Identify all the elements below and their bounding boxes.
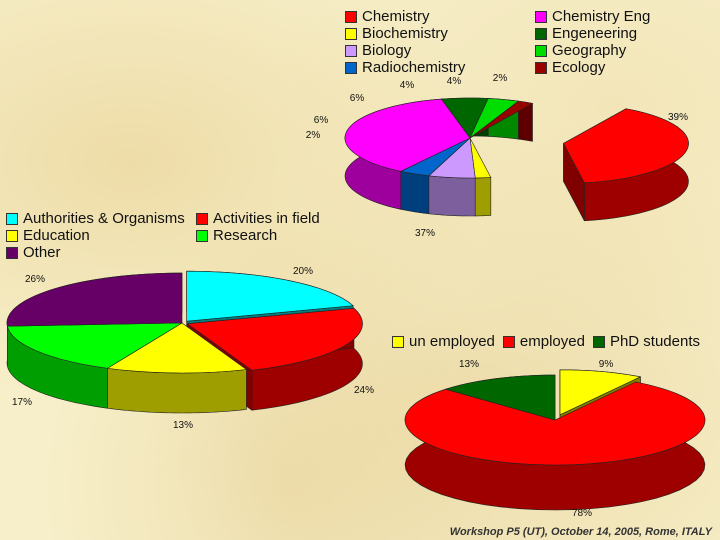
data-label: 6% — [350, 93, 365, 104]
legend-label: un employed — [409, 333, 495, 350]
legend-label: PhD students — [609, 333, 701, 350]
legend-label: Biology — [362, 42, 412, 59]
legend-label: Ecology — [552, 59, 606, 76]
legend-swatch — [6, 212, 18, 225]
pie-slice — [186, 270, 354, 322]
data-label: 20% — [293, 266, 313, 277]
pie-slice-side — [400, 170, 430, 215]
legend-item: Geography — [535, 42, 715, 59]
legend-swatch — [196, 229, 208, 242]
pie-chart-2: 20% 24% 13% 17% 26% — [6, 266, 374, 431]
pie-slice — [106, 322, 248, 374]
legend-swatch — [535, 61, 547, 74]
legend-swatch — [502, 335, 515, 348]
legend-label: Biochemistry — [362, 25, 448, 42]
legend-label: Engeneering — [552, 25, 638, 42]
legend-swatch — [196, 212, 208, 225]
legend-swatch — [592, 335, 605, 348]
legend-swatch — [535, 27, 547, 40]
legend-label: Other — [23, 244, 61, 261]
data-label: 13% — [173, 420, 193, 431]
chart2-legend: Authorities & Organisms Activities in fie… — [6, 210, 336, 261]
data-label: 26% — [25, 274, 45, 285]
data-label: 4% — [447, 76, 462, 87]
legend-label: Geography — [552, 42, 627, 59]
legend-item: PhD students — [592, 333, 701, 350]
legend-swatch — [535, 44, 547, 57]
legend-swatch — [345, 10, 357, 23]
data-label: 24% — [354, 385, 374, 396]
legend-item: Authorities & Organisms — [6, 210, 196, 227]
legend-swatch — [6, 229, 18, 242]
legend-label: Education — [23, 227, 90, 244]
legend-label: Authorities & Organisms — [23, 210, 185, 227]
pie-slice — [344, 98, 471, 172]
legend-item: Chemistry — [345, 8, 535, 25]
data-label: 37% — [415, 228, 435, 239]
legend-label: employed — [519, 333, 585, 350]
data-label: 4% — [400, 80, 415, 91]
data-label: 2% — [306, 130, 321, 141]
legend-label: Activities in field — [213, 210, 320, 227]
legend-swatch — [345, 44, 357, 57]
legend-label: Chemistry Eng — [552, 8, 651, 25]
legend-swatch — [345, 61, 357, 74]
legend-item: Education — [6, 227, 196, 244]
pie-slice — [404, 381, 706, 466]
legend-item: un employed — [392, 333, 495, 350]
pie-slice — [563, 108, 689, 184]
data-label: 9% — [599, 359, 614, 370]
chart1-legend: Chemistry Chemistry Eng Biochemistry Engene… — [345, 8, 715, 76]
pie-slice-side — [428, 175, 476, 217]
pie-chart-1: 39% 2% 6% 4% 37% 6% 4% 2% — [306, 73, 689, 239]
legend-item: Research — [196, 227, 336, 244]
pie-slice — [469, 100, 534, 139]
legend-item: Other — [6, 244, 196, 261]
legend-item: Ecology — [535, 59, 715, 76]
footer-caption: Workshop P5 (UT), October 14, 2005, Rome… — [449, 526, 712, 538]
pie-slice — [186, 307, 363, 371]
legend-swatch — [6, 246, 18, 259]
pie-slice — [559, 369, 642, 416]
legend-item: Radiochemistry — [345, 59, 535, 76]
data-label: 13% — [459, 359, 479, 370]
legend-label: Research — [213, 227, 278, 244]
chart3-legend: un employed employed PhD students — [392, 333, 718, 350]
legend-swatch — [345, 27, 357, 40]
legend-item: employed — [502, 333, 585, 350]
pie-slice — [6, 272, 183, 327]
legend-item: Chemistry Eng — [535, 8, 715, 25]
legend-item: Biochemistry — [345, 25, 535, 42]
legend-swatch — [392, 335, 404, 348]
pie-chart-3: 9% 78% 13% — [404, 359, 706, 519]
data-label: 2% — [493, 73, 508, 84]
data-label: 17% — [12, 397, 32, 408]
legend-item: Activities in field — [196, 210, 336, 227]
legend-item: Biology — [345, 42, 535, 59]
data-label: 78% — [572, 508, 592, 519]
pie-slice — [444, 374, 556, 421]
legend-label: Chemistry — [362, 8, 430, 25]
legend-swatch — [535, 10, 547, 23]
pie-slice-side — [107, 367, 247, 414]
legend-label: Radiochemistry — [362, 59, 466, 76]
data-label: 6% — [314, 115, 329, 126]
pie-slice-side — [474, 177, 492, 217]
data-label: 39% — [668, 112, 688, 123]
legend-item: Engeneering — [535, 25, 715, 42]
pie-slice — [6, 322, 184, 369]
